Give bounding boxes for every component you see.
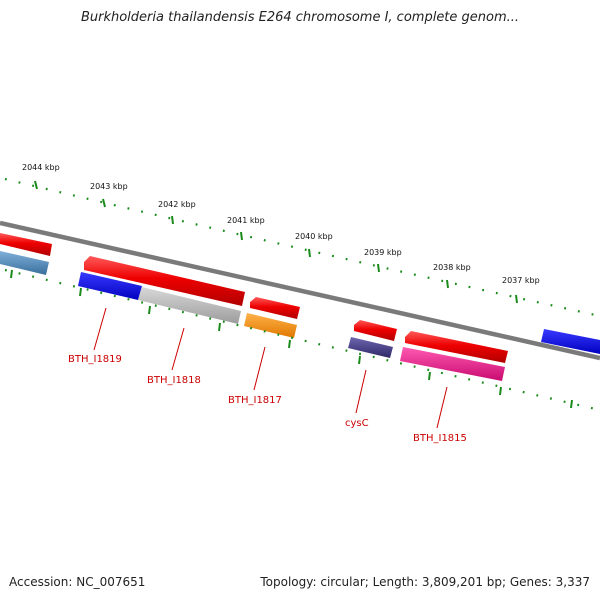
gene-feature-forward-5[interactable] <box>405 331 508 363</box>
gene-feature-cysc[interactable] <box>348 337 393 358</box>
map-title: Burkholderia thailandensis E264 chromoso… <box>80 10 520 25</box>
gene-feature-bth-i1815[interactable] <box>400 347 505 381</box>
gene-label-bth-i1818[interactable]: BTH_I1818 <box>147 375 201 386</box>
gene-feature-bth-i1818[interactable] <box>138 287 241 324</box>
kbp-label-2043: 2043 kbp <box>90 182 128 191</box>
major-tick-2044 <box>34 180 38 190</box>
inner-major-tick-5 <box>288 339 291 349</box>
label-line-bth-i1819 <box>93 307 107 351</box>
gene-feature-blue-right[interactable] <box>541 329 600 354</box>
kbp-label-2044: 2044 kbp <box>22 163 60 172</box>
kbp-label-2040: 2040 kbp <box>295 232 333 241</box>
outer-tick-ring <box>4 177 600 318</box>
kbp-label-2037: 2037 kbp <box>502 276 540 285</box>
gene-feature-bth-i1819[interactable] <box>78 272 142 300</box>
inner-major-tick-9 <box>570 399 573 409</box>
inner-major-tick-1 <box>10 269 13 279</box>
gene-label-bth-i1815[interactable]: BTH_I1815 <box>413 433 467 444</box>
gene-feature-forward-3[interactable] <box>250 297 300 319</box>
gene-label-cysc[interactable]: cysC <box>345 418 369 429</box>
major-tick-2043 <box>102 198 106 208</box>
inner-major-tick-8 <box>499 386 502 396</box>
major-tick-2038 <box>446 279 449 289</box>
major-tick-2039 <box>377 263 380 273</box>
kbp-label-2039: 2039 kbp <box>364 248 402 257</box>
inner-major-tick-3 <box>148 305 151 315</box>
outer-minor-ticks <box>4 177 600 318</box>
major-tick-2041 <box>240 231 243 241</box>
label-line-cysc <box>355 369 367 414</box>
chromosome-backbone <box>0 220 600 361</box>
gene-label-lines <box>93 307 448 429</box>
inner-major-tick-7 <box>428 371 431 381</box>
inner-major-tick-2 <box>79 287 82 297</box>
kbp-label-2041: 2041 kbp <box>227 216 265 225</box>
inner-minor-ticks <box>4 268 600 412</box>
gene-labels[interactable]: BTH_I1819 BTH_I1818 BTH_I1817 cysC BTH_I… <box>68 354 467 444</box>
label-line-bth-i1817 <box>253 346 266 391</box>
gene-feature-forward-4[interactable] <box>354 320 397 341</box>
gene-feature-steelblue[interactable] <box>0 251 49 275</box>
label-line-bth-i1815 <box>436 386 448 429</box>
gene-label-bth-i1819[interactable]: BTH_I1819 <box>68 354 122 365</box>
accession-info: Accession: NC_007651 <box>9 575 146 589</box>
topology-info: Topology: circular; Length: 3,809,201 bp… <box>260 575 590 589</box>
inner-major-tick-4 <box>218 322 221 332</box>
gene-feature-forward-2[interactable] <box>84 256 245 306</box>
reverse-strand-genes[interactable] <box>0 251 600 381</box>
inner-major-tick-6 <box>358 355 361 365</box>
kbp-label-2038: 2038 kbp <box>433 263 471 272</box>
gene-label-bth-i1817[interactable]: BTH_I1817 <box>228 395 282 406</box>
major-tick-2037 <box>515 294 518 304</box>
major-tick-2040 <box>308 248 311 258</box>
inner-tick-ring <box>4 268 600 412</box>
major-tick-2042 <box>171 215 174 225</box>
kbp-label-2042: 2042 kbp <box>158 200 196 209</box>
forward-strand-genes[interactable] <box>0 233 508 363</box>
gene-feature-bth-i1817[interactable] <box>244 313 297 338</box>
kbp-labels: 2044 kbp 2043 kbp 2042 kbp 2041 kbp 2040… <box>22 163 540 285</box>
gene-feature-forward-1[interactable] <box>0 233 52 256</box>
label-line-bth-i1818 <box>171 327 185 371</box>
